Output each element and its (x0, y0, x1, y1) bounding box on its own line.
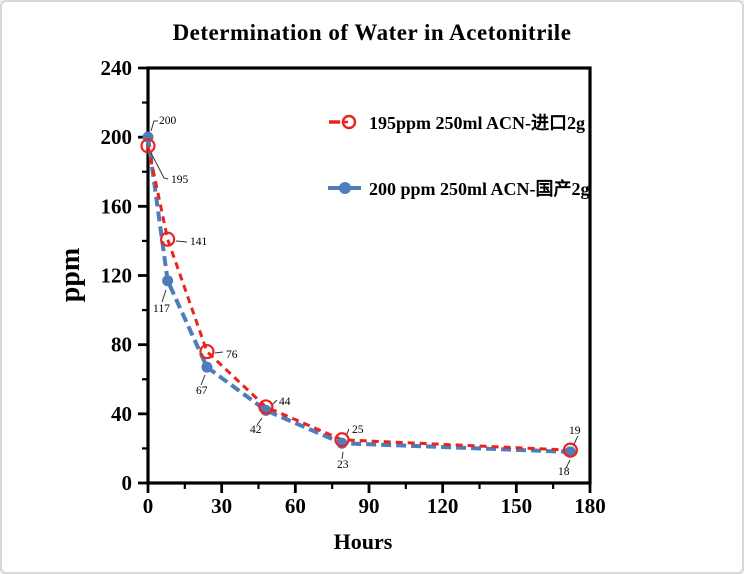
x-axis-title: Hours (333, 529, 393, 554)
svg-text:0: 0 (143, 494, 154, 518)
svg-text:160: 160 (101, 194, 133, 218)
svg-text:30: 30 (211, 494, 232, 518)
svg-text:141: 141 (190, 236, 208, 248)
legend-label-blue: 200 ppm 250ml ACN-国产2g (369, 179, 590, 199)
legend-label-red: 195ppm 250ml ACN-进口2g (369, 113, 586, 133)
svg-text:120: 120 (427, 494, 459, 518)
svg-text:200: 200 (101, 125, 133, 149)
svg-text:80: 80 (111, 333, 132, 357)
red-dashed-open-circle-icon (329, 114, 357, 130)
svg-text:200: 200 (159, 115, 177, 127)
svg-text:117: 117 (153, 303, 170, 315)
svg-text:0: 0 (122, 471, 133, 495)
svg-text:195: 195 (171, 174, 189, 186)
chart-title: Determination of Water in Acetonitrile (172, 20, 572, 45)
svg-text:42: 42 (250, 424, 262, 436)
svg-text:25: 25 (352, 424, 364, 436)
svg-text:150: 150 (501, 494, 533, 518)
svg-text:76: 76 (226, 349, 238, 361)
svg-text:90: 90 (359, 494, 380, 518)
legend-item-series-red: 195ppm 250ml ACN-进口2g (328, 109, 585, 135)
legend-item-series-blue: 200 ppm 250ml ACN-国产2g (328, 175, 590, 201)
svg-text:120: 120 (101, 264, 133, 288)
svg-text:240: 240 (101, 56, 133, 80)
svg-text:23: 23 (337, 459, 349, 471)
svg-text:60: 60 (285, 494, 306, 518)
svg-text:18: 18 (558, 466, 570, 478)
svg-text:40: 40 (111, 402, 132, 426)
svg-text:44: 44 (279, 396, 291, 408)
svg-text:19: 19 (569, 425, 581, 437)
svg-text:67: 67 (196, 385, 208, 397)
svg-text:180: 180 (574, 494, 606, 518)
blue-line-filled-circle-icon (328, 182, 361, 194)
